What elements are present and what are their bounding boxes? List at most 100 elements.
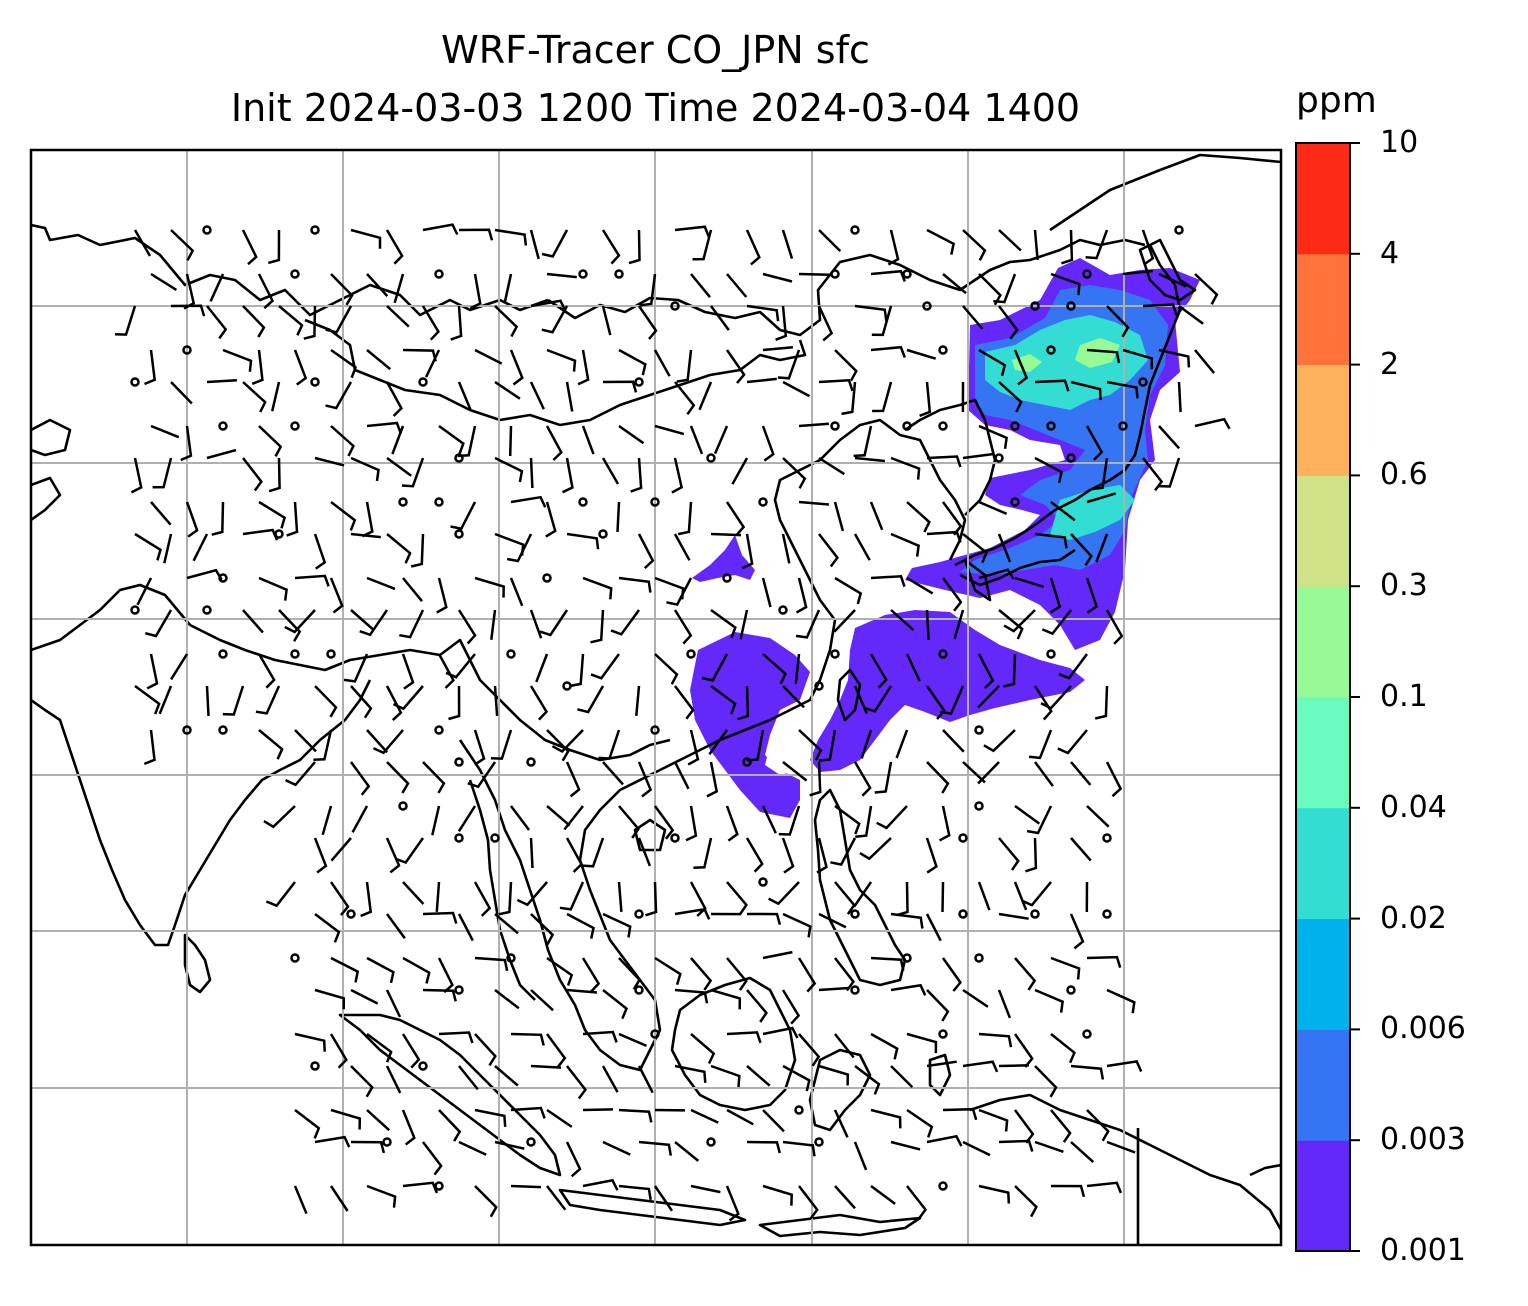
wind-barb [777, 349, 801, 380]
wind-barb [1085, 577, 1099, 614]
wind-barb [1086, 492, 1117, 504]
wind-barb [546, 348, 577, 372]
calm-wind-circle [1046, 345, 1056, 355]
wind-barb [834, 1033, 855, 1059]
calm-wind-circle [454, 453, 464, 463]
wind-barb [582, 1030, 618, 1043]
wind-barb [242, 457, 263, 492]
wind-barb [1058, 653, 1089, 680]
wind-barb [457, 805, 477, 832]
calm-wind-circle [670, 301, 680, 311]
wind-barb [853, 1141, 868, 1171]
wind-barb [474, 1108, 507, 1127]
wind-barb [561, 457, 574, 494]
wind-barb [360, 881, 373, 918]
wind-barb [1057, 729, 1088, 755]
wind-barb [741, 533, 754, 570]
wind-barb [541, 229, 569, 258]
wind-barb [458, 1140, 487, 1156]
wind-barb [762, 346, 794, 352]
wind-barb [673, 533, 691, 561]
wind-barb [1050, 1109, 1072, 1143]
calm-wind-circle [938, 1181, 948, 1191]
wind-barb [186, 568, 223, 581]
calm-wind-circle [938, 421, 948, 431]
wind-barb [645, 881, 658, 917]
wind-barb [1034, 988, 1064, 1013]
wind-barb [618, 1032, 647, 1048]
wind-barb [402, 1181, 439, 1194]
colorbar-segment [1296, 697, 1350, 809]
calm-wind-circle [218, 725, 228, 735]
wind-barb [890, 609, 915, 631]
wind-barb [284, 761, 316, 787]
wind-barb [1070, 761, 1092, 786]
wind-barb [257, 653, 276, 689]
wind-barb [510, 1184, 542, 1189]
wind-barb [997, 533, 1012, 563]
wind-barb [581, 425, 595, 455]
wind-barb [490, 609, 497, 640]
wind-barb [330, 837, 352, 862]
wind-barb [350, 685, 373, 719]
wind-barb [1094, 685, 1109, 720]
calm-wind-circle [454, 833, 464, 843]
colorbar-tick-label: 0.006 [1380, 1011, 1466, 1047]
coast-china-east [659, 418, 967, 772]
wind-barb [582, 837, 605, 868]
wind-barb [329, 1185, 349, 1212]
wind-barb [638, 1140, 673, 1156]
wind-barb [942, 1107, 978, 1121]
wind-barb [762, 1184, 793, 1206]
colorbar-tick-label: 0.001 [1380, 1233, 1466, 1268]
calm-wind-circle [202, 225, 212, 235]
wind-barb [402, 577, 423, 602]
wind-barb [401, 1109, 416, 1146]
calm-wind-circle [958, 909, 968, 919]
wind-barb [144, 349, 157, 386]
calm-wind-circle [346, 909, 356, 919]
wind-barb [906, 1185, 928, 1220]
wind-barb [895, 729, 909, 759]
colorbar-tick-label: 0.6 [1380, 457, 1428, 493]
calm-wind-circle [542, 573, 552, 583]
calm-wind-circle [994, 453, 1004, 463]
wind-barb [762, 1026, 799, 1039]
colorbar-tick-label: 4 [1380, 235, 1400, 271]
wind-barb [1003, 609, 1036, 633]
wind-barb [385, 685, 403, 722]
wind-barb [350, 532, 381, 539]
wind-barb [768, 881, 800, 906]
wind-barb [725, 349, 746, 384]
calm-wind-circle [290, 269, 300, 279]
wind-barb [1158, 348, 1191, 368]
calm-wind-circle [418, 377, 428, 387]
wind-barb [618, 424, 645, 445]
wind-barb [998, 609, 1024, 640]
wind-barb [854, 304, 888, 321]
wind-barb [294, 1032, 326, 1052]
wind-barb [581, 957, 601, 993]
wind-barb [853, 533, 871, 561]
wind-barb [494, 228, 528, 246]
wind-barb [942, 729, 965, 753]
calm-wind-circle [218, 573, 228, 583]
wind-barb [582, 1178, 619, 1191]
wind-barb [170, 229, 195, 261]
calm-wind-circle [1046, 421, 1056, 431]
wind-barb [508, 425, 513, 457]
wind-barb [474, 576, 505, 598]
wind-barb [314, 456, 345, 467]
wind-barb [746, 912, 782, 926]
calm-wind-circle [814, 681, 824, 691]
wind-barb [1014, 804, 1041, 825]
wind-barb [457, 913, 474, 942]
wind-barb [437, 957, 454, 994]
wind-barb [385, 381, 403, 417]
wind-barb [630, 457, 643, 493]
wind-barb [150, 424, 180, 439]
wind-barb [926, 228, 956, 255]
wind-barb [870, 1108, 902, 1129]
coast-sri-lanka [183, 933, 212, 994]
wind-barb [906, 576, 934, 595]
